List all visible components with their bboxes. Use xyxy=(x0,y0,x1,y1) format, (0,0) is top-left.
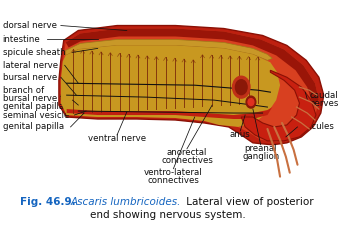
Text: spicule sheath: spicule sheath xyxy=(3,48,65,57)
Ellipse shape xyxy=(233,76,250,98)
Ellipse shape xyxy=(248,99,254,106)
Text: spicules: spicules xyxy=(299,122,334,131)
Text: preanal: preanal xyxy=(244,144,277,153)
Text: connectives: connectives xyxy=(161,156,213,165)
Polygon shape xyxy=(61,45,280,127)
Text: bursal nerve: bursal nerve xyxy=(3,73,57,82)
Text: Ascaris lumbricoides.: Ascaris lumbricoides. xyxy=(70,197,181,208)
Polygon shape xyxy=(66,28,319,105)
Text: ventral nerve: ventral nerve xyxy=(88,134,146,143)
Text: seminal vesicle: seminal vesicle xyxy=(3,110,69,120)
Polygon shape xyxy=(61,28,319,142)
Polygon shape xyxy=(241,70,316,141)
Text: genital papilla: genital papilla xyxy=(3,122,64,131)
Text: Lateral view of posterior: Lateral view of posterior xyxy=(183,197,314,208)
Text: bursal nerve to: bursal nerve to xyxy=(3,94,68,103)
Text: nerves: nerves xyxy=(309,99,338,108)
Polygon shape xyxy=(59,26,324,145)
Text: dorsal nerve: dorsal nerve xyxy=(3,21,57,30)
Text: anus: anus xyxy=(230,130,251,139)
Text: connectives: connectives xyxy=(147,176,199,185)
Text: branch of: branch of xyxy=(3,86,44,95)
Text: anorectal: anorectal xyxy=(167,148,207,157)
Text: end showing nervous system.: end showing nervous system. xyxy=(90,210,245,220)
Text: lateral nerve: lateral nerve xyxy=(3,61,58,70)
Ellipse shape xyxy=(246,96,256,108)
Ellipse shape xyxy=(235,80,247,95)
Text: ganglion: ganglion xyxy=(242,152,279,161)
Text: intestine: intestine xyxy=(3,35,40,44)
Polygon shape xyxy=(66,39,272,60)
Text: ventro-lateral: ventro-lateral xyxy=(144,168,203,177)
Text: genital papilla: genital papilla xyxy=(3,102,64,111)
Text: Fig. 46.9.: Fig. 46.9. xyxy=(20,197,76,208)
Text: caudal: caudal xyxy=(309,91,338,100)
Polygon shape xyxy=(67,107,272,119)
